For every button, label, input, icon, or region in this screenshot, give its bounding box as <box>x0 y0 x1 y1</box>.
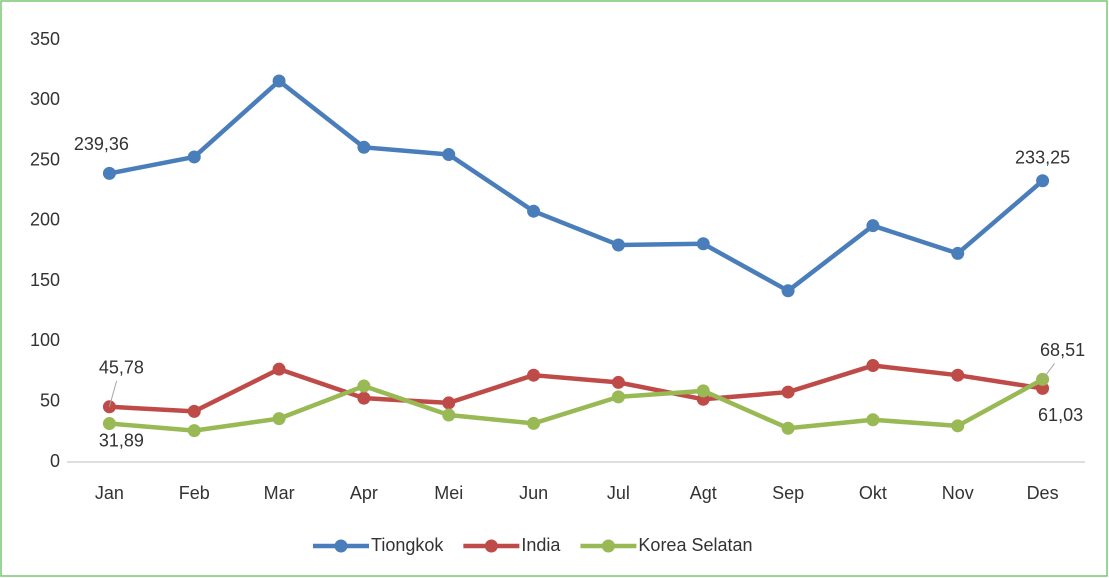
x-tick-label: Jan <box>95 483 124 503</box>
point <box>1036 381 1050 395</box>
x-tick-label: Jun <box>519 483 548 503</box>
x-tick-label: Des <box>1027 483 1059 503</box>
point <box>102 417 116 431</box>
y-tick-label: 100 <box>30 330 60 350</box>
legend-label: India <box>521 535 561 555</box>
point <box>611 375 625 389</box>
y-tick-label: 150 <box>30 270 60 290</box>
legend-label: Korea Selatan <box>638 535 752 555</box>
legend-marker <box>334 539 348 553</box>
series-line <box>109 363 1043 414</box>
point <box>357 379 371 393</box>
point <box>866 359 880 373</box>
point <box>442 408 456 422</box>
point <box>357 140 371 154</box>
data-label: 45,78 <box>99 358 144 378</box>
point <box>187 424 201 438</box>
legend-marker <box>601 539 615 553</box>
point <box>696 384 710 398</box>
point <box>102 166 116 180</box>
point <box>696 237 710 251</box>
x-tick-label: Apr <box>350 483 378 503</box>
point <box>866 413 880 427</box>
legend-label: Tiongkok <box>371 535 444 555</box>
x-tick-label: Okt <box>859 483 887 503</box>
point <box>357 391 371 405</box>
data-label: 68,51 <box>1040 340 1085 360</box>
series-line <box>109 377 1044 433</box>
data-label: 61,03 <box>1038 405 1083 425</box>
leader-line <box>1042 363 1055 380</box>
point <box>272 362 286 376</box>
legend-marker <box>484 539 498 553</box>
data-label: 239,36 <box>74 134 129 154</box>
point <box>611 238 625 252</box>
x-tick-label: Mei <box>434 483 463 503</box>
point <box>527 368 541 382</box>
data-label: 233,25 <box>1015 148 1070 168</box>
x-tick-label: Jul <box>607 483 630 503</box>
point <box>951 246 965 260</box>
point <box>951 368 965 382</box>
point <box>1036 174 1050 188</box>
x-tick-label: Mar <box>264 483 295 503</box>
y-tick-label: 50 <box>40 390 60 410</box>
point <box>611 390 625 404</box>
point <box>781 284 795 298</box>
point <box>951 419 965 433</box>
series-line <box>108 78 1045 294</box>
y-tick-label: 250 <box>30 149 60 169</box>
point <box>866 219 880 233</box>
point <box>527 416 541 430</box>
x-tick-label: Feb <box>179 483 210 503</box>
y-tick-label: 350 <box>30 29 60 49</box>
point <box>187 150 201 164</box>
point <box>781 385 795 399</box>
point <box>272 412 286 426</box>
point <box>442 396 456 410</box>
y-tick-label: 300 <box>30 89 60 109</box>
x-tick-label: Nov <box>942 483 974 503</box>
y-tick-label: 200 <box>30 210 60 230</box>
point <box>781 421 795 435</box>
leader-line <box>108 380 118 407</box>
x-tick-label: Agt <box>690 483 717 503</box>
point <box>272 74 286 88</box>
x-tick-label: Sep <box>772 483 804 503</box>
point <box>527 204 541 218</box>
point <box>187 404 201 418</box>
data-label: 31,89 <box>99 430 144 450</box>
y-tick-label: 0 <box>50 451 60 471</box>
point <box>442 148 456 162</box>
